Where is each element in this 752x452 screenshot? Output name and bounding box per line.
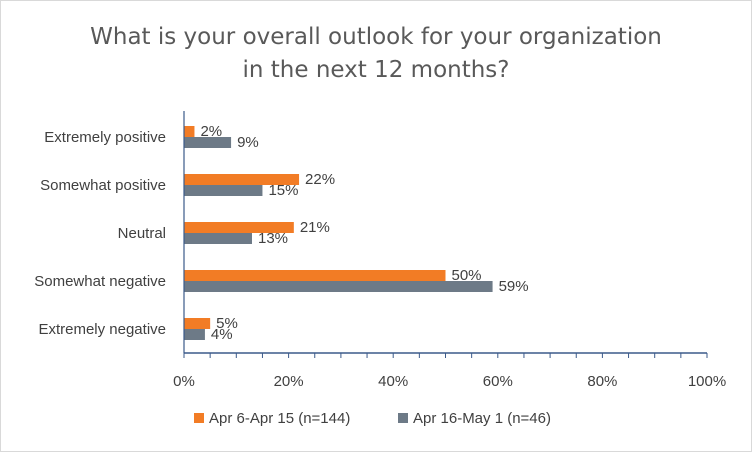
x-tick-label: 80% [587,373,617,390]
x-tick-label: 40% [378,373,408,390]
chart-title: What is your overall outlook for your or… [1,21,751,87]
x-tick-label: 60% [483,373,513,390]
bar-series-2 [184,137,232,148]
data-label: 13% [258,230,288,247]
category-label: Extremely positive [44,129,166,146]
bar-series-1 [184,270,446,281]
legend-swatch [398,413,408,423]
bar-series-1 [184,222,294,233]
legend-swatch [194,413,204,423]
bar-series-1 [184,126,195,137]
data-label: 21% [300,219,330,236]
chart-title-line-1: What is your overall outlook for your or… [90,24,662,50]
data-label: 5% [216,315,238,332]
data-label: 4% [211,326,233,343]
data-label: 15% [268,182,298,199]
data-label: 9% [237,134,259,151]
bar-series-1 [184,318,211,329]
legend-label: Apr 6-Apr 15 (n=144) [209,410,350,427]
category-label: Somewhat negative [34,273,166,290]
chart-title-line-2: in the next 12 months? [242,57,510,83]
data-label: 22% [305,171,335,188]
x-tick-label: 20% [274,373,304,390]
x-tick-label: 100% [688,373,726,390]
bar-series-2 [184,185,263,196]
legend-label: Apr 16-May 1 (n=46) [413,410,551,427]
category-label: Extremely negative [38,321,166,338]
bar-series-2 [184,233,252,244]
data-label: 50% [452,267,482,284]
category-label: Somewhat positive [40,177,166,194]
category-label: Neutral [118,225,166,242]
bar-series-2 [184,281,493,292]
bar-series-1 [184,174,300,185]
x-tick-label: 0% [173,373,195,390]
data-label: 2% [200,123,222,140]
bar-series-2 [184,329,205,340]
data-label: 59% [499,278,529,295]
